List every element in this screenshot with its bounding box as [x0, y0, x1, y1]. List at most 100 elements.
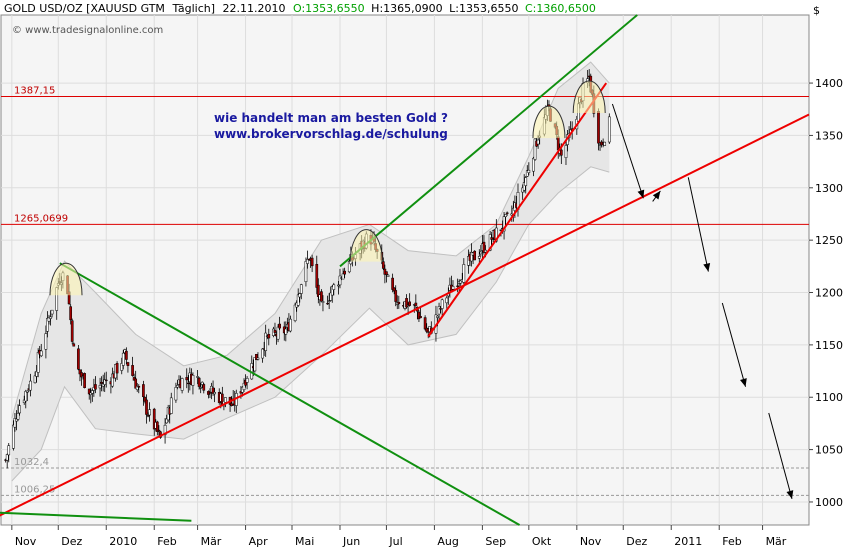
candle-body — [607, 116, 611, 143]
candle-body — [196, 376, 199, 378]
candle-body — [157, 429, 161, 432]
candle-body — [13, 418, 17, 428]
candle-body — [101, 383, 105, 387]
candle-body — [462, 264, 466, 283]
top-arc-outline — [349, 229, 383, 262]
candle-body — [33, 375, 37, 384]
candle-body — [343, 270, 346, 275]
candle-body — [385, 271, 388, 275]
close-value: C:1360,6500 — [525, 2, 596, 15]
x-tick-label: Feb — [157, 535, 176, 548]
candle-body — [315, 263, 319, 288]
candle-body — [121, 352, 125, 366]
arrow-head — [637, 189, 645, 199]
axes: 1000 1050 1100 1150 1200 1250 1300 1350 1400 Nov D… — [11, 77, 843, 548]
candle-body — [5, 454, 9, 461]
candle-body — [18, 405, 21, 414]
arrow-shaft — [611, 103, 644, 199]
watermark: © www.tradesignalonline.com — [12, 25, 163, 36]
candle-body — [135, 385, 139, 390]
x-tick-label: Jul — [388, 535, 402, 548]
level-label: 1032,4 — [14, 457, 49, 468]
candle-body — [125, 350, 128, 360]
candle-body — [298, 293, 302, 298]
candle-body — [533, 138, 537, 160]
y-tick-label: 1400 — [815, 77, 843, 90]
candle-body — [479, 251, 483, 255]
red-trend-line — [0, 113, 810, 517]
candle-body — [255, 353, 258, 361]
chart-header: GOLD USD/OZ [XAUUSD GTM Täglich] 22.11.2… — [4, 2, 596, 15]
candle-body — [197, 377, 201, 387]
top-arc-outline — [572, 80, 606, 113]
projection-arrows — [611, 103, 794, 499]
candle-body — [394, 290, 398, 302]
candle-body — [397, 301, 401, 305]
candle-body — [603, 141, 607, 146]
candle-body — [386, 274, 390, 277]
candle-body — [146, 415, 150, 417]
candle-body — [111, 373, 114, 387]
candle-body — [392, 287, 396, 292]
candle-body — [199, 387, 203, 389]
candle-body — [24, 391, 28, 402]
bollinger-fill — [11, 62, 610, 481]
candle-body — [338, 275, 342, 286]
green-trend-line — [339, 14, 638, 268]
y-tick-label: 1200 — [815, 287, 843, 300]
top-arcs — [49, 80, 606, 296]
arrow-head — [652, 190, 661, 200]
candle-body — [527, 169, 531, 173]
candle-body — [320, 291, 323, 302]
candle-body — [436, 315, 439, 318]
candle-body — [94, 384, 97, 390]
candle-body — [473, 250, 477, 261]
candle-body — [69, 306, 73, 321]
candle-body — [185, 377, 189, 381]
candle-body — [261, 348, 264, 359]
high-value: H:1365,0900 — [371, 2, 442, 15]
candle-body — [89, 392, 93, 396]
candle-body — [451, 286, 455, 290]
candle-body — [174, 387, 178, 401]
candle-body — [347, 261, 351, 273]
candle-body — [437, 306, 441, 315]
open-value: O:1353,6550 — [293, 2, 365, 15]
candle-body — [44, 333, 48, 350]
candle-body — [126, 362, 130, 366]
candle-body — [536, 139, 540, 145]
candle-body — [155, 421, 159, 432]
candle-body — [289, 318, 292, 332]
currency-label: $ — [813, 4, 820, 17]
candle-body — [39, 350, 43, 357]
arrow-head — [786, 490, 794, 499]
candle-body — [134, 378, 138, 389]
candle-body — [242, 382, 246, 390]
candle-body — [78, 369, 82, 375]
y-tick-label: 1100 — [815, 391, 843, 404]
level-label: 1265,0699 — [14, 213, 68, 224]
candle-body — [186, 382, 190, 385]
candle-body — [50, 309, 54, 315]
candle-body — [408, 301, 411, 306]
candle-body — [532, 157, 535, 172]
candle-body — [484, 249, 487, 253]
x-tick-label: Mai — [295, 535, 314, 548]
candle-body — [244, 379, 247, 386]
x-tick-label: Dez — [626, 535, 647, 548]
candle-body — [253, 357, 257, 372]
candle-body — [36, 352, 40, 373]
candle-body — [80, 372, 83, 378]
candle-body — [131, 365, 134, 376]
y-tick-label: 1150 — [815, 339, 843, 352]
candle-body — [83, 373, 86, 388]
candle-body — [423, 317, 427, 330]
annotation-line2: www.brokervorschlag.de/schulung — [214, 127, 448, 141]
candle-body — [12, 424, 15, 449]
horizontal-levels: 1387,15 1265,0699 1032,4 1006,25 — [1, 86, 809, 496]
x-tick-label: 2010 — [109, 535, 137, 548]
y-tick-label: 1300 — [815, 182, 843, 195]
x-tick-label: 2011 — [674, 535, 702, 548]
candle-body — [72, 343, 76, 347]
candle-body — [47, 317, 51, 322]
